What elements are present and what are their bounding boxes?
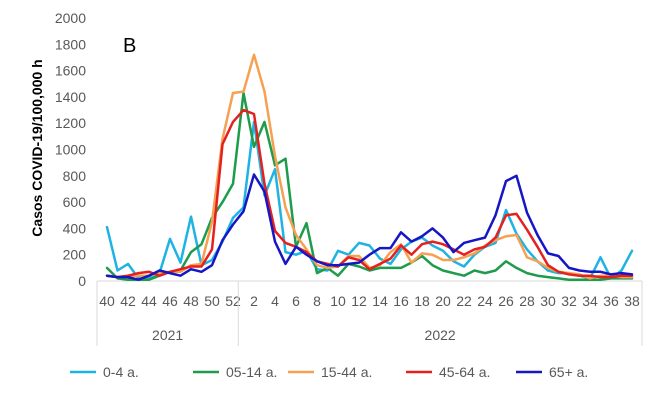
y-tick-label: 200 bbox=[63, 247, 87, 263]
x-tick-label: 50 bbox=[204, 293, 220, 309]
year-label: 2022 bbox=[425, 327, 456, 343]
x-tick-label: 42 bbox=[120, 293, 136, 309]
x-tick-label: 8 bbox=[313, 293, 321, 309]
x-tick-label: 36 bbox=[603, 293, 619, 309]
x-tick-label: 22 bbox=[456, 293, 472, 309]
legend-label: 45-64 a. bbox=[439, 364, 490, 380]
x-tick-label: 26 bbox=[498, 293, 514, 309]
series-line bbox=[105, 173, 634, 281]
y-tick-label: 1800 bbox=[55, 36, 86, 52]
x-tick-label: 32 bbox=[561, 293, 577, 309]
x-tick-label: 34 bbox=[582, 293, 598, 309]
legend-label: 65+ a. bbox=[549, 364, 588, 380]
x-tick-label: 12 bbox=[351, 293, 367, 309]
x-tick-label: 6 bbox=[292, 293, 300, 309]
x-tick-label: 24 bbox=[477, 293, 493, 309]
series-line bbox=[105, 108, 634, 279]
series-line bbox=[105, 120, 634, 280]
x-tick-label: 44 bbox=[141, 293, 157, 309]
legend-label: 15-44 a. bbox=[321, 364, 372, 380]
y-tick-label: 2000 bbox=[55, 10, 86, 26]
x-tick-label: 30 bbox=[540, 293, 556, 309]
y-axis: 0 200 400 600 800 1000 1200 1400 1600 1800 2000 bbox=[55, 10, 86, 289]
x-tick-label: 46 bbox=[162, 293, 178, 309]
y-tick-label: 1200 bbox=[55, 115, 86, 131]
x-tick-label: 2 bbox=[250, 293, 258, 309]
x-tick-label: 28 bbox=[519, 293, 535, 309]
y-tick-label: 0 bbox=[78, 273, 86, 289]
series-group bbox=[105, 53, 634, 281]
x-tick-label: 16 bbox=[393, 293, 409, 309]
series-line bbox=[105, 91, 634, 281]
y-tick-label: 800 bbox=[63, 168, 87, 184]
y-tick-label: 1000 bbox=[55, 142, 86, 158]
x-tick-label: 4 bbox=[271, 293, 279, 309]
y-tick-label: 1600 bbox=[55, 63, 86, 79]
legend-label: 0-4 a. bbox=[103, 364, 139, 380]
x-tick-label: 20 bbox=[435, 293, 451, 309]
y-tick-label: 1400 bbox=[55, 89, 86, 105]
legend: 0-4 a. 05-14 a. 15-44 a. 45-64 a. 65+ a. bbox=[70, 364, 588, 380]
x-tick-label: 38 bbox=[624, 293, 640, 309]
x-tick-label: 40 bbox=[99, 293, 115, 309]
x-tick-label: 52 bbox=[225, 293, 241, 309]
legend-label: 05-14 a. bbox=[226, 364, 277, 380]
x-axis: 40 42 44 46 48 50 52 2 4 6 8 10 12 14 16 18 20 22 24 26 28 30… bbox=[96, 280, 643, 346]
y-tick-label: 600 bbox=[63, 194, 87, 210]
x-tick-label: 10 bbox=[330, 293, 346, 309]
x-tick-label: 48 bbox=[183, 293, 199, 309]
x-tick-label: 14 bbox=[372, 293, 388, 309]
x-tick-label: 18 bbox=[414, 293, 430, 309]
y-tick-label: 400 bbox=[63, 220, 87, 236]
panel-label: B bbox=[123, 35, 136, 57]
y-axis-title: Casos COVID-19/100,000 h bbox=[29, 59, 45, 236]
year-label: 2021 bbox=[152, 327, 183, 343]
